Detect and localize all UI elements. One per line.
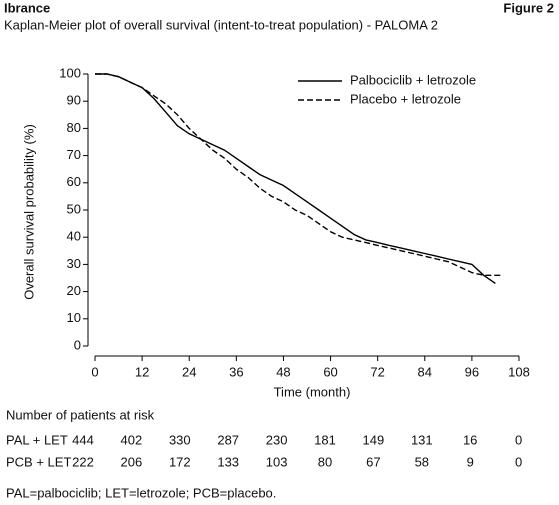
risk-count: 58 [415,454,429,469]
y-tick-label: 0 [74,337,81,352]
y-tick-label: 60 [67,174,81,189]
x-tick-label: 24 [182,364,196,379]
chart-title: Kaplan-Meier plot of overall survival (i… [4,17,438,32]
y-tick-label: 20 [67,283,81,298]
risk-count: 16 [463,432,477,447]
risk-count: 149 [363,432,385,447]
risk-count: 330 [169,432,191,447]
x-tick-label: 72 [370,364,384,379]
x-tick-label: 36 [229,364,243,379]
risk-count: 131 [411,432,433,447]
risk-count: 402 [121,432,143,447]
x-tick-label: 0 [91,364,98,379]
survival-curve [95,73,496,284]
legend-label: Palbociclib + letrozole [350,72,476,87]
risk-count: 67 [366,454,380,469]
y-tick-label: 90 [67,93,81,108]
y-tick-label: 100 [59,65,81,80]
y-tick-label: 10 [67,310,81,325]
survival-curve [95,73,504,276]
x-tick-label: 12 [135,364,149,379]
risk-count: 103 [266,454,288,469]
risk-table-title: Number of patients at risk [6,407,155,422]
risk-count: 80 [318,454,332,469]
risk-count: 222 [72,454,94,469]
risk-count: 287 [217,432,239,447]
risk-row-label: PAL + LET [6,432,68,447]
y-tick-label: 80 [67,120,81,135]
y-tick-label: 70 [67,147,81,162]
risk-row-label: PCB + LET [6,454,71,469]
x-tick-label: 60 [323,364,337,379]
risk-count: 206 [121,454,143,469]
risk-count: 230 [266,432,288,447]
risk-count: 172 [169,454,191,469]
y-axis-label: Overall survival probability (%) [21,124,36,300]
x-tick-label: 96 [465,364,479,379]
x-tick-label: 108 [508,364,530,379]
risk-count: 444 [72,432,94,447]
y-tick-label: 40 [67,229,81,244]
footnote: PAL=palbociclib; LET=letrozole; PCB=plac… [6,485,276,500]
risk-count: 0 [515,432,522,447]
y-tick-label: 50 [67,201,81,216]
risk-count: 133 [217,454,239,469]
risk-count: 9 [467,454,474,469]
y-tick-label: 30 [67,256,81,271]
x-axis-label: Time (month) [274,384,351,399]
risk-count: 181 [314,432,336,447]
x-tick-label: 48 [276,364,290,379]
product-name: Ibrance [4,0,50,15]
x-tick-label: 84 [418,364,432,379]
risk-count: 0 [515,454,522,469]
figure-number: Figure 2 [503,0,554,15]
legend-label: Placebo + letrozole [350,91,461,106]
